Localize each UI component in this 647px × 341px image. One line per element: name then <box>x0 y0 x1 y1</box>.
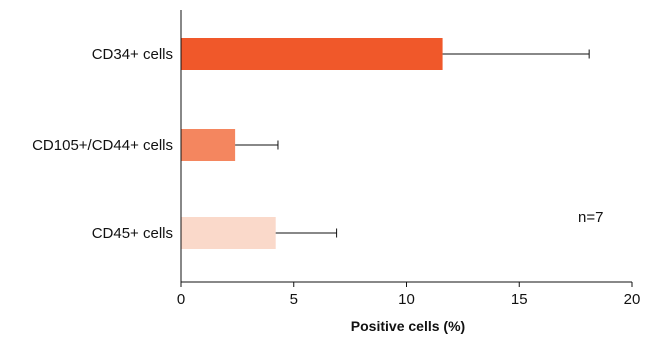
bar-1 <box>181 129 236 161</box>
x-tick-label-2: 10 <box>398 291 415 308</box>
x-tick-label-1: 5 <box>290 291 298 308</box>
bar-0 <box>181 38 443 70</box>
x-axis-title: Positive cells (%) <box>351 318 465 334</box>
category-label-2: CD45+ cells <box>92 225 173 242</box>
x-tick-label-0: 0 <box>177 291 185 308</box>
category-label-0: CD34+ cells <box>92 46 173 63</box>
bar-2 <box>181 217 276 249</box>
x-tick-label-4: 20 <box>624 291 641 308</box>
sample-size-annotation: n=7 <box>578 209 603 226</box>
x-ticks-group: 0 5 10 15 20 <box>177 282 641 308</box>
error-bars-group <box>235 49 590 238</box>
bars-group <box>181 38 443 249</box>
category-label-1: CD105+/CD44+ cells <box>32 137 173 154</box>
category-labels-group: CD34+ cells CD105+/CD44+ cells CD45+ cells <box>32 46 173 242</box>
x-tick-label-3: 15 <box>511 291 528 308</box>
